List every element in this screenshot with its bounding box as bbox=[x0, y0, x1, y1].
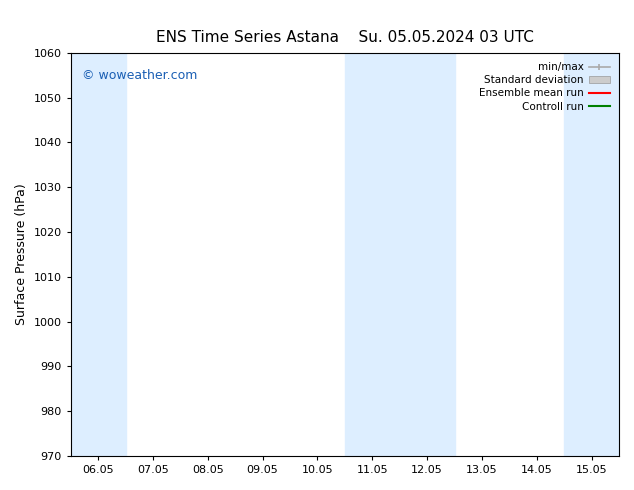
Bar bbox=[345, 53, 455, 456]
Bar bbox=[71, 53, 126, 456]
Legend: min/max, Standard deviation, Ensemble mean run, Controll run: min/max, Standard deviation, Ensemble me… bbox=[475, 58, 614, 116]
Y-axis label: Surface Pressure (hPa): Surface Pressure (hPa) bbox=[15, 184, 28, 325]
Text: © woweather.com: © woweather.com bbox=[82, 69, 197, 82]
Bar bbox=[564, 53, 619, 456]
Title: ENS Time Series Astana    Su. 05.05.2024 03 UTC: ENS Time Series Astana Su. 05.05.2024 03… bbox=[156, 30, 534, 45]
